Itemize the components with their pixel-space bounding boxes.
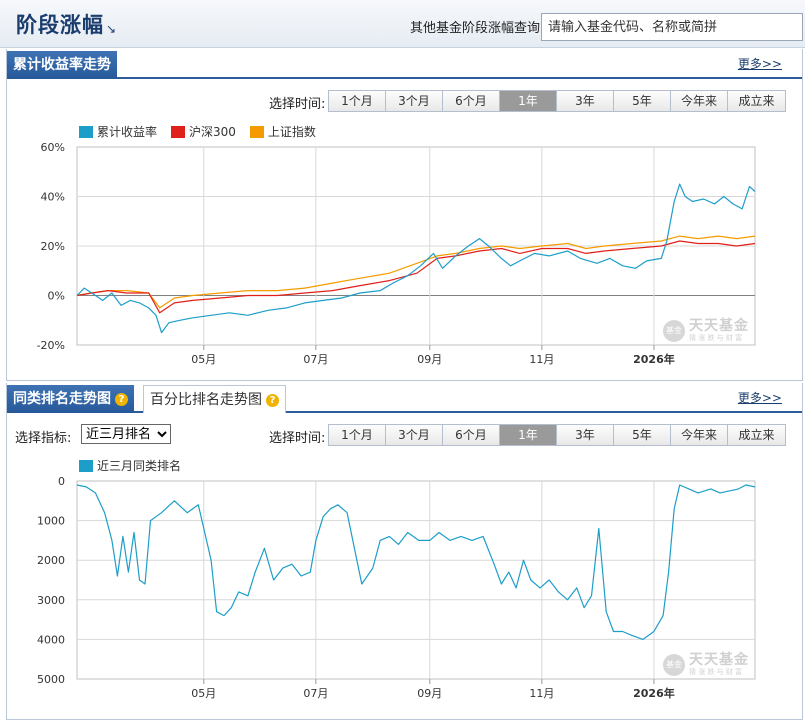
collapse-arrow-icon[interactable]: ↘ — [106, 22, 117, 36]
y-tick-label: 5000 — [37, 673, 65, 686]
y-tick-label: 60% — [41, 141, 65, 154]
time-button-6[interactable]: 今年来 — [671, 425, 728, 445]
tab-percent-rank-label: 百分比排名走势图 — [150, 392, 262, 408]
legend-swatch — [79, 125, 93, 138]
time-button-2[interactable]: 6个月 — [443, 425, 500, 445]
legend-item-0[interactable]: 近三月同类排名 — [79, 457, 181, 474]
plot-frame — [76, 480, 756, 680]
time-select-label: 选择时间: — [269, 431, 326, 446]
watermark-badge: 基金 — [663, 653, 685, 676]
series-line-0 — [76, 484, 756, 640]
fund-query-label: 其他基金阶段涨幅查询: — [410, 21, 545, 36]
chart-legend: 近三月同类排名 — [79, 457, 195, 474]
x-tick-label: 05月 — [191, 687, 216, 700]
legend-item-0[interactable]: 累计收益率 — [79, 123, 157, 140]
legend-swatch — [249, 125, 264, 138]
watermark-main: 天天基金 — [689, 318, 749, 334]
time-button-5[interactable]: 5年 — [614, 91, 671, 111]
cumulative-return-panel: 累计收益率走势 更多>> 选择时间: 1个月 3个月 6个月 1年 3年 5年 今年来 成立来… — [6, 49, 803, 381]
watermark-sub: 猜 涨 跌 与 财 富 — [689, 334, 743, 342]
cumulative-return-chart: -20% 0% 20% 40% 60% 05月 07月 09月 11月 2026年 — [37, 141, 756, 366]
time-button-0[interactable]: 1个月 — [329, 91, 386, 111]
x-tick-label: 07月 — [303, 687, 328, 700]
tab-peer-rank-label: 同类排名走势图 — [13, 391, 111, 407]
legend-label: 沪深300 — [189, 125, 236, 139]
series-line-0 — [76, 183, 756, 334]
time-button-7[interactable]: 成立来 — [728, 425, 785, 445]
metric-select[interactable]: 近三月排名 — [81, 424, 171, 444]
legend-swatch — [79, 459, 93, 472]
time-range-buttons: 1个月 3个月 6个月 1年 3年 5年 今年来 成立来 — [328, 424, 786, 446]
legend-label: 累计收益率 — [97, 125, 158, 139]
time-button-3[interactable]: 1年 — [500, 91, 557, 111]
more-link[interactable]: 更多>> — [737, 57, 782, 71]
tab-peer-rank[interactable]: 同类排名走势图? — [7, 385, 134, 413]
y-tick-label: 0 — [58, 475, 65, 488]
legend-item-2[interactable]: 上证指数 — [249, 123, 316, 140]
x-tick-label: 05月 — [191, 353, 216, 366]
time-button-0[interactable]: 1个月 — [329, 425, 386, 445]
peer-rank-chart: 0 1000 2000 3000 4000 5000 05月 07月 09月 11月 2026年 — [37, 475, 756, 700]
time-button-4[interactable]: 3年 — [557, 425, 614, 445]
y-tick-label: 0% — [48, 290, 65, 303]
time-button-4[interactable]: 3年 — [557, 91, 614, 111]
metric-select-label: 选择指标: — [15, 431, 72, 446]
time-button-1[interactable]: 3个月 — [386, 425, 443, 445]
watermark-badge: 基金 — [663, 319, 685, 342]
section-bar: 同类排名走势图? 百分比排名走势图? 更多>> — [7, 383, 802, 413]
legend-item-1[interactable]: 沪深300 — [171, 123, 236, 140]
tab-cumulative-return[interactable]: 累计收益率走势 — [7, 51, 117, 79]
more-link[interactable]: 更多>> — [737, 391, 782, 405]
watermark-logo: 基金 天天基金 猜 涨 跌 与 财 富 — [663, 319, 749, 342]
page-header: 阶段涨幅 ↘ 其他基金阶段涨幅查询: — [0, 0, 805, 48]
series-line-1 — [76, 240, 756, 314]
x-tick-label: 11月 — [529, 353, 554, 366]
watermark-main: 天天基金 — [689, 652, 749, 668]
time-range-buttons: 1个月 3个月 6个月 1年 3年 5年 今年来 成立来 — [328, 90, 786, 112]
help-icon[interactable]: ? — [266, 394, 279, 407]
y-tick-label: 3000 — [37, 594, 65, 607]
legend-swatch — [171, 125, 186, 138]
time-button-6[interactable]: 今年来 — [671, 91, 728, 111]
time-button-5[interactable]: 5年 — [614, 425, 671, 445]
page-title: 阶段涨幅 — [16, 13, 104, 37]
x-tick-label: 2026年 — [633, 686, 675, 700]
time-button-3[interactable]: 1年 — [500, 425, 557, 445]
tab-percent-rank[interactable]: 百分比排名走势图? — [143, 385, 286, 413]
x-tick-label: 11月 — [529, 687, 554, 700]
y-tick-label: 40% — [41, 191, 65, 204]
legend-label: 近三月同类排名 — [97, 459, 182, 473]
y-tick-label: 4000 — [37, 633, 65, 646]
help-icon[interactable]: ? — [115, 393, 128, 406]
time-select-label: 选择时间: — [269, 97, 326, 112]
chart-legend: 累计收益率 沪深300 上证指数 — [79, 123, 330, 140]
y-tick-label: 2000 — [37, 554, 65, 567]
fund-search-input[interactable] — [541, 13, 803, 41]
x-tick-label: 09月 — [417, 353, 442, 366]
section-bar: 累计收益率走势 更多>> — [7, 49, 802, 79]
time-button-7[interactable]: 成立来 — [728, 91, 785, 111]
y-tick-label: 1000 — [37, 515, 65, 528]
y-tick-label: 20% — [41, 240, 65, 253]
legend-label: 上证指数 — [267, 125, 316, 139]
x-tick-label: 2026年 — [633, 352, 675, 366]
watermark-sub: 猜 涨 跌 与 财 富 — [689, 668, 743, 676]
y-tick-label: -20% — [37, 339, 65, 352]
x-tick-label: 09月 — [417, 687, 442, 700]
time-button-1[interactable]: 3个月 — [386, 91, 443, 111]
time-button-2[interactable]: 6个月 — [443, 91, 500, 111]
watermark-logo: 基金 天天基金 猜 涨 跌 与 财 富 — [663, 653, 749, 676]
peer-rank-panel: 同类排名走势图? 百分比排名走势图? 更多>> 选择指标: 近三月排名 选择时间… — [6, 383, 803, 720]
x-tick-label: 07月 — [303, 353, 328, 366]
